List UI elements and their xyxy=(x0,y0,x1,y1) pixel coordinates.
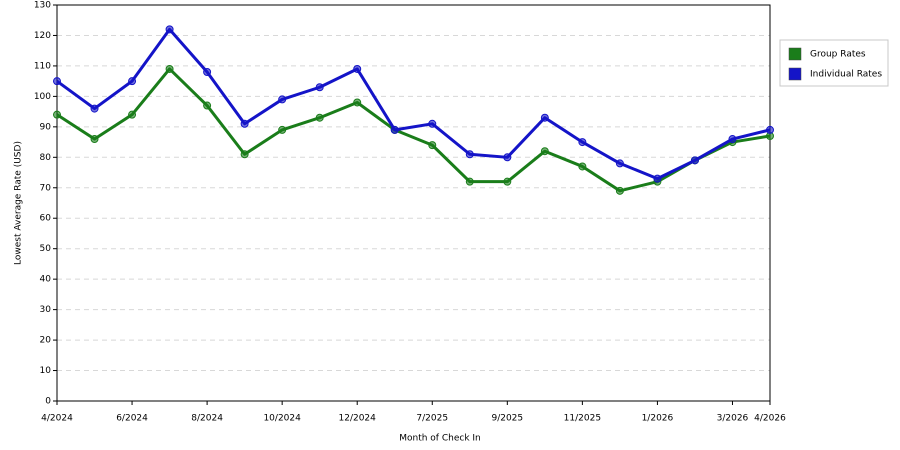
legend-swatch xyxy=(788,67,802,81)
data-point xyxy=(203,68,212,77)
data-point xyxy=(578,138,587,147)
y-tick-label: 100 xyxy=(34,92,51,102)
data-point xyxy=(90,135,99,144)
x-tick-label: 12/2024 xyxy=(339,414,377,424)
data-point xyxy=(240,150,249,159)
y-tick-label: 50 xyxy=(40,244,52,254)
data-point xyxy=(240,119,249,128)
data-point xyxy=(203,101,212,110)
data-point xyxy=(128,110,137,119)
data-point xyxy=(615,159,624,168)
y-tick-label: 90 xyxy=(40,122,52,132)
x-tick-label: 8/2024 xyxy=(191,414,223,424)
x-tick-label: 3/2026 xyxy=(717,414,749,424)
legend-swatch xyxy=(788,47,802,61)
data-point xyxy=(503,153,512,162)
x-tick-label: 4/2026 xyxy=(754,414,786,424)
data-point xyxy=(315,83,324,92)
data-point xyxy=(615,186,624,195)
x-tick-label: 9/2025 xyxy=(491,414,523,424)
series-line xyxy=(56,27,771,181)
x-tick-label: 10/2024 xyxy=(263,414,301,424)
y-tick-label: 20 xyxy=(40,336,52,346)
legend-label: Individual Rates xyxy=(810,70,882,80)
data-point xyxy=(315,113,324,122)
data-point xyxy=(53,77,61,86)
y-tick-label: 130 xyxy=(34,1,51,11)
legend-label: Group Rates xyxy=(810,50,866,60)
y-tick-label: 40 xyxy=(40,275,52,285)
data-point xyxy=(728,135,737,144)
data-point xyxy=(90,104,99,113)
y-tick-label: 0 xyxy=(45,397,51,407)
x-tick-label: 4/2024 xyxy=(41,414,73,424)
data-point xyxy=(578,162,587,171)
y-tick-label: 60 xyxy=(40,214,52,224)
y-tick-label: 120 xyxy=(34,31,51,41)
data-point xyxy=(353,98,362,107)
data-point xyxy=(465,150,474,159)
data-point xyxy=(165,25,174,34)
data-point xyxy=(428,119,437,128)
data-point xyxy=(128,77,137,86)
data-point xyxy=(653,174,662,183)
data-point xyxy=(278,95,287,104)
data-point xyxy=(53,110,61,119)
data-point xyxy=(766,125,774,134)
y-tick-label: 80 xyxy=(40,153,52,163)
data-point xyxy=(353,64,362,73)
data-point xyxy=(540,147,549,156)
y-tick-label: 70 xyxy=(40,183,52,193)
y-tick-label: 10 xyxy=(40,366,52,376)
data-point xyxy=(503,177,512,186)
y-tick-label: 110 xyxy=(34,61,51,71)
y-tick-label: 30 xyxy=(40,305,52,315)
plot-frame xyxy=(56,4,771,402)
x-tick-label: 1/2026 xyxy=(642,414,674,424)
y-axis-label: Lowest Average Rate (USD) xyxy=(14,141,24,265)
x-tick-label: 11/2025 xyxy=(564,414,601,424)
series-line xyxy=(56,67,771,193)
data-point xyxy=(278,125,287,134)
data-point xyxy=(390,125,399,134)
data-point xyxy=(690,156,699,165)
data-point xyxy=(428,141,437,150)
x-tick-label: 6/2024 xyxy=(116,414,148,424)
data-point xyxy=(540,113,549,122)
data-point xyxy=(465,177,474,186)
data-point xyxy=(165,64,174,73)
x-tick-label: 7/2025 xyxy=(416,414,448,424)
x-axis-label: Month of Check In xyxy=(399,434,481,444)
